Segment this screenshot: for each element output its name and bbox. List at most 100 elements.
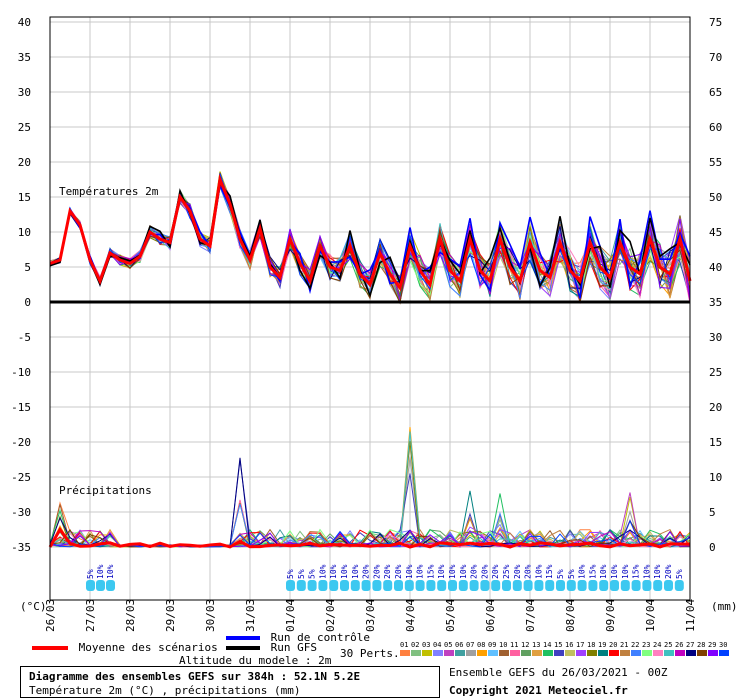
precip-prob-label: 15% bbox=[588, 564, 597, 579]
pert-legend: 01 02 03 04 05 06 07 08 09 10 11 12 13 14 15 16 17 18 19 20… bbox=[400, 641, 729, 656]
precip-prob-label: 10% bbox=[405, 564, 414, 579]
x-tick-label: 10/04 bbox=[644, 599, 657, 632]
left-tick-label: 40 bbox=[18, 16, 31, 29]
precip-prob-icon bbox=[620, 580, 630, 591]
right-tick-label: 50 bbox=[709, 191, 722, 204]
pert-number: 09 bbox=[488, 641, 496, 649]
pert-color-swatch bbox=[444, 650, 454, 656]
pert-number: 28 bbox=[697, 641, 705, 649]
precip-prob-label: 20% bbox=[470, 564, 479, 579]
pert-color-swatch bbox=[686, 650, 696, 656]
precip-prob-label: 10% bbox=[653, 564, 662, 579]
pert-color-swatch bbox=[708, 650, 718, 656]
precip-prob-label: 20% bbox=[394, 564, 403, 579]
pert-number: 16 bbox=[565, 641, 573, 649]
precip-prob-label: 5% bbox=[567, 569, 576, 579]
precip-panel-label: Précipitations bbox=[59, 484, 152, 497]
pert-color-swatch bbox=[697, 650, 707, 656]
pert-color-swatch bbox=[532, 650, 542, 656]
right-tick-label: 10 bbox=[709, 471, 722, 484]
x-tick-label: 31/03 bbox=[244, 599, 257, 632]
x-tick-label: 11/04 bbox=[684, 599, 697, 632]
right-tick-label: 15 bbox=[709, 436, 722, 449]
precip-prob-label: 10% bbox=[416, 564, 425, 579]
precip-prob-label: 15% bbox=[545, 564, 554, 579]
precip-prob-label: 10% bbox=[96, 564, 105, 579]
precip-prob-icon bbox=[340, 580, 349, 591]
legend-gfs: Run GFS bbox=[226, 641, 317, 654]
pert-color-swatch bbox=[466, 650, 476, 656]
pert-number: 03 bbox=[422, 641, 430, 649]
precip-probabilities: 5% 10% 10% 5% 5% 5% 10% 10% 10% 10% 20% 20% 20% 20% 10… bbox=[86, 564, 684, 591]
precip-prob-icon bbox=[674, 580, 684, 591]
copyright: Copyright 2021 Meteociel.fr bbox=[449, 684, 628, 697]
precip-prob-icon bbox=[534, 580, 544, 591]
pert-color-swatch bbox=[642, 650, 652, 656]
right-tick-label: 40 bbox=[709, 261, 722, 274]
precip-prob-icon bbox=[458, 580, 468, 591]
left-tick-label: -5 bbox=[18, 331, 31, 344]
precip-prob-icon bbox=[577, 580, 587, 591]
ensemble-info: Ensemble GEFS du 26/03/2021 - 00Z bbox=[449, 666, 668, 679]
precip-prob-icon bbox=[286, 580, 295, 591]
pert-number: 13 bbox=[532, 641, 540, 649]
precip-prob-label: 10% bbox=[318, 564, 327, 579]
precip-prob-label: 10% bbox=[599, 564, 608, 579]
mean-series bbox=[48, 173, 692, 549]
precip-prob-label: 5% bbox=[86, 569, 95, 579]
precip-prob-label: 20% bbox=[491, 564, 500, 579]
precip-prob-icon bbox=[502, 580, 511, 591]
pert-color-swatch bbox=[455, 650, 465, 656]
temperature-panel-label: Températures 2m bbox=[59, 185, 159, 198]
precip-prob-label: 10% bbox=[642, 564, 651, 579]
pert-color-swatch bbox=[565, 650, 575, 656]
right-tick-label: 55 bbox=[709, 156, 722, 169]
legend-control-swatch bbox=[226, 636, 260, 640]
precip-prob-icon bbox=[469, 580, 479, 591]
left-tick-label: 15 bbox=[18, 191, 31, 204]
precip-member-line bbox=[49, 519, 691, 548]
precip-prob-icon bbox=[566, 580, 576, 591]
precip-prob-label: 20% bbox=[362, 564, 371, 579]
precip-prob-label: 10% bbox=[106, 564, 115, 579]
pert-number: 22 bbox=[631, 641, 639, 649]
pert-color-swatch bbox=[609, 650, 619, 656]
left-axis-unit: (°C) bbox=[20, 600, 47, 613]
pert-color-swatch bbox=[664, 650, 674, 656]
precip-prob-label: 10% bbox=[448, 564, 457, 579]
pert-number: 02 bbox=[411, 641, 419, 649]
precip-prob-label: 10% bbox=[578, 564, 587, 579]
right-tick-label: 60 bbox=[709, 121, 722, 134]
left-tick-label: 10 bbox=[18, 226, 31, 239]
legend-mean: Moyenne des scénarios bbox=[32, 641, 218, 654]
precip-prob-icon bbox=[588, 580, 598, 591]
precip-prob-label: 10% bbox=[329, 564, 338, 579]
precip-prob-label: 10% bbox=[437, 564, 446, 579]
x-tick-label: 02/04 bbox=[324, 599, 337, 632]
pert-color-swatch bbox=[631, 650, 641, 656]
pert-color-swatch bbox=[499, 650, 509, 656]
precip-prob-label: 15% bbox=[426, 564, 435, 579]
pert-number: 26 bbox=[675, 641, 683, 649]
precip-prob-icon bbox=[404, 580, 414, 591]
pert-color-swatch bbox=[675, 650, 685, 656]
legend-mean-label: Moyenne des scénarios bbox=[78, 641, 218, 654]
precip-prob-icon bbox=[86, 580, 95, 591]
pert-number: 25 bbox=[664, 641, 672, 649]
precip-prob-icon bbox=[426, 580, 436, 591]
right-tick-label: 20 bbox=[709, 401, 722, 414]
pert-number: 14 bbox=[543, 641, 551, 649]
pert-color-swatch bbox=[554, 650, 564, 656]
precip-prob-icon bbox=[329, 580, 339, 591]
x-tick-label: 04/04 bbox=[404, 599, 417, 632]
x-tick-label: 01/04 bbox=[284, 599, 297, 632]
pert-number: 12 bbox=[521, 641, 529, 649]
precip-prob-icon bbox=[318, 580, 328, 591]
legend-control-label: Run de contrôle bbox=[270, 631, 370, 644]
x-tick-label: 06/04 bbox=[484, 599, 497, 632]
precip-prob-label: 20% bbox=[524, 564, 533, 579]
precip-prob-icon bbox=[664, 580, 673, 591]
left-tick-label: -30 bbox=[11, 506, 31, 519]
pert-number: 17 bbox=[576, 641, 584, 649]
